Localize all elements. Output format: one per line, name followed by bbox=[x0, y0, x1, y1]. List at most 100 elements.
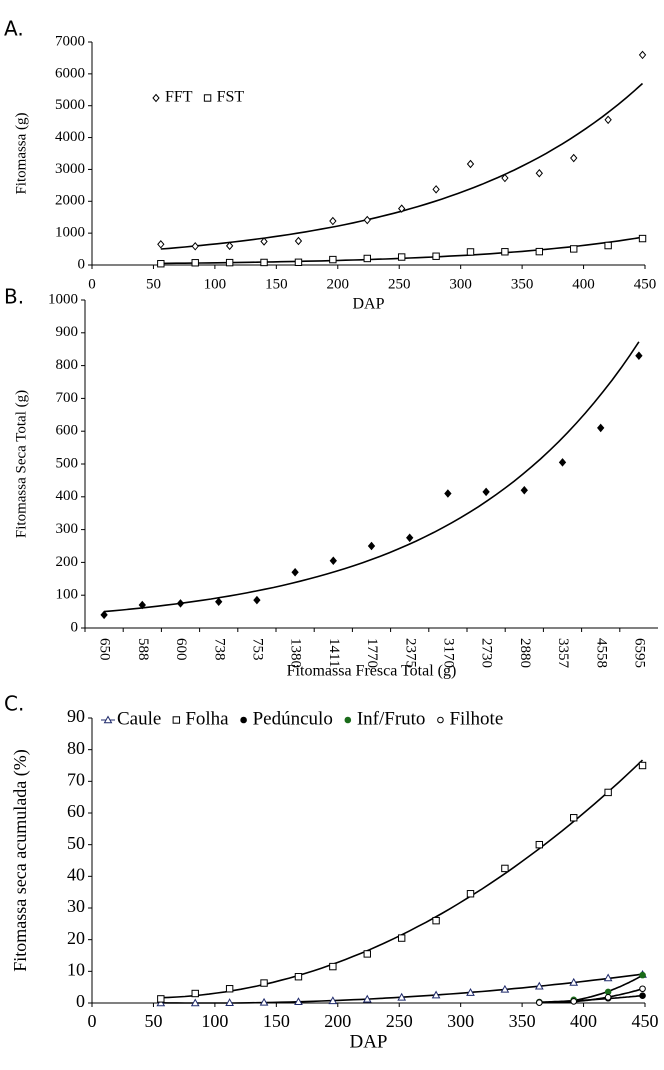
x-tick-label: 753 bbox=[249, 638, 265, 661]
x-tick-label: 450 bbox=[634, 276, 657, 292]
y-tick-label: 600 bbox=[56, 423, 79, 439]
x-tick-label: 50 bbox=[146, 276, 161, 292]
x-tick-label: 150 bbox=[263, 1011, 290, 1031]
y-tick-label: 40 bbox=[67, 864, 85, 884]
marker bbox=[260, 258, 268, 267]
x-axis-title: Fitomassa Fresca Total (g) bbox=[287, 663, 457, 680]
y-tick-label: 900 bbox=[56, 324, 79, 340]
y-axis-title: Fitomassa (g) bbox=[13, 112, 29, 194]
marker bbox=[363, 950, 371, 958]
marker bbox=[362, 994, 372, 1003]
y-tick-label: 1000 bbox=[48, 291, 78, 307]
marker bbox=[157, 240, 165, 249]
trend-line bbox=[539, 988, 643, 1004]
marker bbox=[329, 255, 337, 264]
x-tick-label: 100 bbox=[204, 276, 227, 292]
marker bbox=[466, 248, 475, 256]
panel-label: B. bbox=[4, 285, 24, 309]
x-tick-label: 1411 bbox=[326, 638, 342, 667]
marker bbox=[294, 973, 303, 981]
marker bbox=[482, 487, 490, 497]
marker bbox=[520, 485, 528, 495]
marker bbox=[240, 716, 247, 724]
marker bbox=[603, 973, 613, 982]
marker bbox=[138, 600, 146, 610]
y-tick-label: 30 bbox=[67, 896, 85, 916]
x-tick-label: 2730 bbox=[479, 638, 495, 668]
marker bbox=[466, 890, 475, 898]
x-tick-label: 588 bbox=[135, 638, 151, 661]
marker bbox=[406, 533, 414, 543]
marker bbox=[103, 715, 113, 724]
marker bbox=[225, 985, 234, 993]
x-tick-label: 200 bbox=[324, 1011, 351, 1031]
marker bbox=[294, 997, 303, 1006]
marker bbox=[260, 979, 268, 987]
y-axis-title: Fitomassa seca acumulada (%) bbox=[10, 749, 31, 971]
y-tick-label: 2000 bbox=[55, 193, 85, 209]
trend-line bbox=[539, 974, 643, 1004]
y-tick-label: 3000 bbox=[55, 161, 85, 177]
trend-line bbox=[160, 82, 644, 250]
marker bbox=[157, 260, 165, 268]
marker bbox=[225, 241, 234, 251]
marker bbox=[329, 556, 337, 566]
y-tick-label: 6000 bbox=[55, 65, 85, 81]
marker bbox=[294, 258, 303, 266]
marker bbox=[558, 458, 567, 467]
marker bbox=[191, 241, 199, 251]
x-tick-label: 1380 bbox=[288, 638, 304, 668]
marker bbox=[397, 253, 406, 261]
marker bbox=[329, 216, 337, 226]
y-tick-label: 4000 bbox=[55, 129, 85, 145]
marker bbox=[329, 962, 337, 971]
y-tick-label: 20 bbox=[67, 928, 85, 948]
marker bbox=[344, 716, 352, 724]
x-tick-label: 100 bbox=[201, 1011, 228, 1031]
marker bbox=[225, 258, 234, 267]
marker bbox=[639, 985, 646, 993]
legend-label: Filhote bbox=[449, 708, 503, 729]
y-tick-label: 700 bbox=[56, 390, 79, 406]
panel-label: C. bbox=[4, 692, 24, 716]
marker bbox=[466, 988, 475, 996]
y-tick-label: 0 bbox=[71, 619, 79, 635]
marker bbox=[291, 567, 299, 577]
x-tick-label: 350 bbox=[509, 1011, 536, 1031]
marker bbox=[501, 173, 509, 183]
marker bbox=[536, 999, 543, 1006]
marker bbox=[152, 93, 160, 103]
marker bbox=[172, 716, 181, 724]
marker bbox=[328, 996, 338, 1005]
marker bbox=[363, 254, 371, 263]
x-tick-label: 3170 bbox=[440, 638, 456, 668]
marker bbox=[191, 259, 199, 267]
marker bbox=[259, 997, 269, 1006]
marker bbox=[156, 998, 166, 1007]
x-tick-label: 600 bbox=[173, 638, 189, 661]
marker bbox=[432, 185, 440, 194]
y-tick-label: 7000 bbox=[55, 33, 85, 49]
y-tick-label: 0 bbox=[76, 991, 85, 1011]
x-tick-label: 6595 bbox=[631, 638, 647, 668]
marker bbox=[639, 971, 646, 979]
legend-label: Folha bbox=[185, 708, 229, 729]
y-tick-label: 200 bbox=[56, 554, 79, 570]
x-tick-label: 150 bbox=[265, 276, 288, 292]
marker bbox=[191, 989, 199, 998]
marker bbox=[294, 236, 303, 246]
marker bbox=[604, 788, 612, 797]
y-tick-label: 300 bbox=[56, 521, 79, 537]
y-tick-label: 80 bbox=[67, 738, 85, 758]
y-axis-title: Fitomassa Seca Total (g) bbox=[13, 390, 29, 538]
marker bbox=[398, 204, 406, 213]
x-tick-label: 300 bbox=[447, 1011, 474, 1031]
y-tick-label: 50 bbox=[67, 833, 85, 853]
marker bbox=[535, 840, 544, 849]
marker bbox=[569, 977, 579, 986]
marker bbox=[100, 610, 108, 620]
x-tick-label: 0 bbox=[88, 276, 96, 292]
marker bbox=[431, 990, 441, 999]
marker bbox=[638, 761, 647, 770]
